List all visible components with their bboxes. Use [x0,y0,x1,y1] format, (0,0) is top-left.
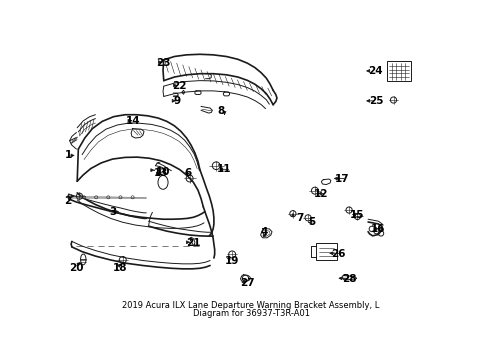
Text: Diagram for 36937-T3R-A01: Diagram for 36937-T3R-A01 [193,309,310,318]
Text: 23: 23 [156,58,170,68]
Text: 13: 13 [154,168,169,179]
Text: 16: 16 [371,224,386,234]
Text: 11: 11 [217,164,232,174]
Text: 19: 19 [225,256,239,266]
Text: 22: 22 [172,81,186,91]
Text: 25: 25 [369,96,384,107]
Text: 20: 20 [69,263,84,273]
Bar [387,62,411,81]
Text: 5: 5 [308,217,316,227]
Text: 14: 14 [125,116,140,126]
Text: 12: 12 [314,189,329,199]
Text: 4: 4 [261,227,268,237]
Text: 26: 26 [331,249,346,259]
Text: 2: 2 [65,196,72,206]
Text: 9: 9 [173,96,181,107]
Text: 28: 28 [342,274,356,284]
Text: 3: 3 [109,207,116,217]
Text: 2019 Acura ILX Lane Departure Warning Bracket Assembly, L: 2019 Acura ILX Lane Departure Warning Br… [122,301,380,310]
Text: 10: 10 [156,167,170,177]
Text: 27: 27 [240,278,255,288]
Text: 1: 1 [65,150,72,161]
Text: 6: 6 [185,168,192,179]
Text: 21: 21 [186,238,200,248]
Text: 8: 8 [217,106,224,116]
Text: 18: 18 [113,263,127,273]
Text: 17: 17 [335,174,349,184]
Text: 15: 15 [349,210,364,220]
Text: 24: 24 [368,66,383,76]
Bar [316,243,337,260]
Text: 7: 7 [296,213,303,223]
